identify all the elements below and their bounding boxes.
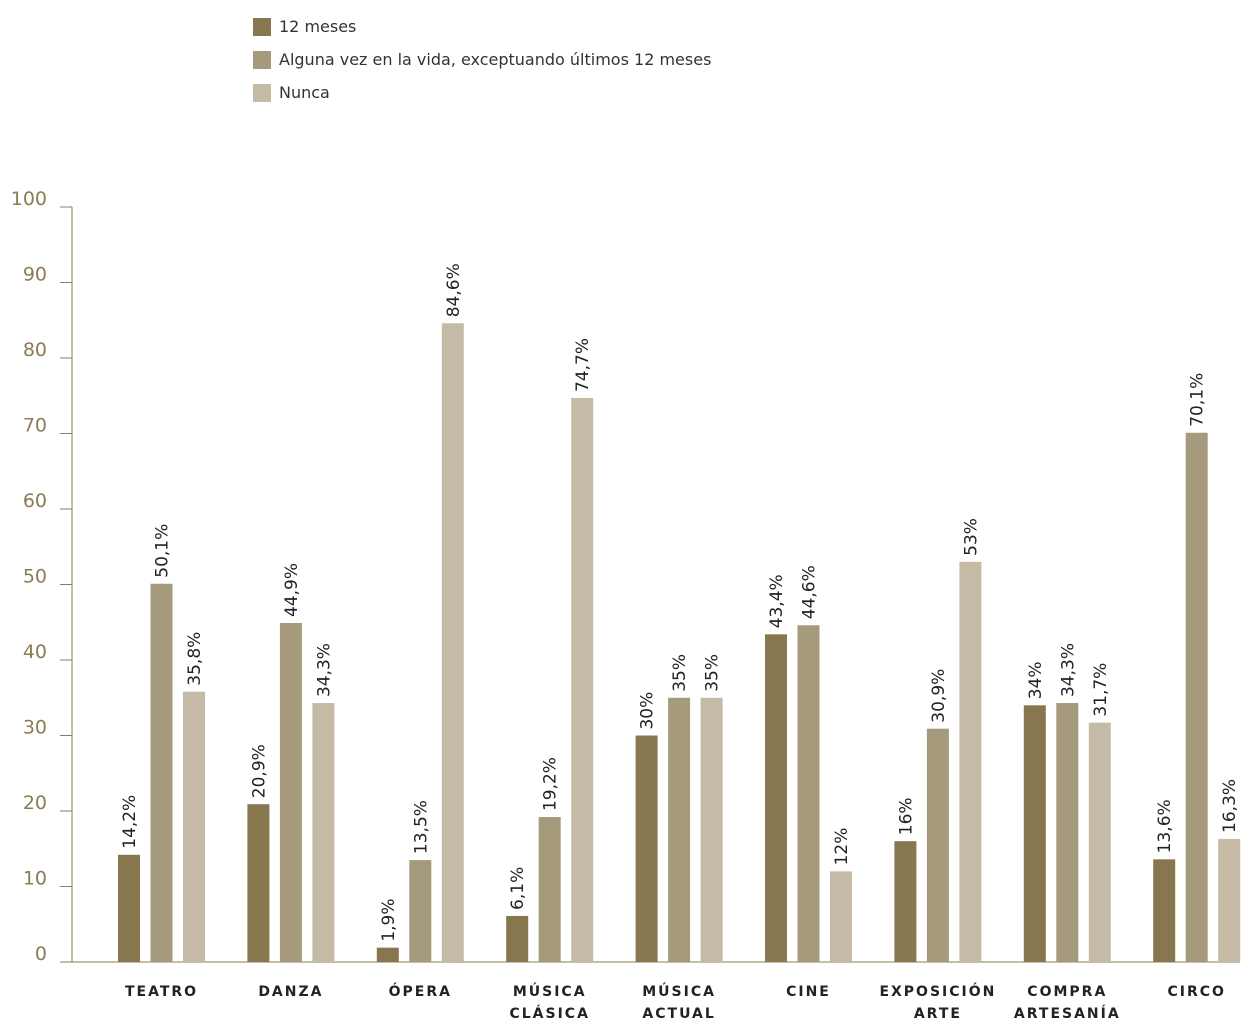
- legend-swatch: [253, 83, 271, 102]
- data-label: 35,8%: [185, 632, 205, 686]
- bar: [118, 854, 140, 962]
- category-label: ÓPERA: [389, 982, 452, 1000]
- data-label: 44,6%: [800, 565, 820, 619]
- data-label: 31,7%: [1091, 663, 1111, 717]
- data-label: 30%: [638, 692, 658, 730]
- category-label: TEATRO: [125, 984, 198, 1000]
- y-tick-label: 100: [11, 188, 47, 210]
- data-label: 50,1%: [153, 524, 173, 578]
- data-label: 43,4%: [767, 574, 787, 628]
- bar: [1088, 722, 1111, 962]
- bar: [409, 860, 432, 962]
- bar: [1185, 432, 1208, 962]
- y-tick-label: 50: [23, 566, 47, 588]
- y-tick-label: 30: [23, 717, 47, 739]
- y-tick-label: 40: [23, 641, 47, 663]
- data-label: 84,6%: [444, 263, 464, 317]
- data-label: 1,9%: [379, 898, 399, 941]
- bar: [312, 703, 335, 962]
- y-tick-label: 60: [23, 490, 47, 512]
- legend-label: Nunca: [279, 83, 330, 102]
- bar: [797, 625, 820, 962]
- category-label: MÚSICA: [642, 982, 716, 1000]
- category-label: CIRCO: [1167, 984, 1225, 1000]
- legend-label: Alguna vez en la vida, exceptuando últim…: [279, 50, 712, 69]
- legend-swatch: [253, 17, 271, 36]
- data-label: 16,3%: [1220, 779, 1240, 833]
- bar: [538, 817, 561, 962]
- category-label: CLÁSICA: [509, 1005, 589, 1020]
- bar: [150, 583, 173, 962]
- category-label: ARTE: [914, 1006, 962, 1020]
- bar: [183, 691, 205, 962]
- category-label: EXPOSICIÓN: [879, 982, 996, 1000]
- bar: [441, 323, 464, 962]
- bar: [830, 871, 852, 962]
- bar: [1056, 703, 1079, 962]
- data-label: 13,6%: [1155, 799, 1175, 853]
- bar: [279, 623, 302, 962]
- legend: 12 meses Alguna vez en la vida, exceptuan…: [253, 10, 711, 109]
- data-label: 12%: [832, 828, 852, 866]
- category-label: COMPRA: [1027, 984, 1107, 1000]
- data-label: 30,9%: [929, 669, 949, 723]
- legend-item: Nunca: [253, 76, 711, 109]
- bar: [700, 697, 723, 962]
- y-tick-label: 70: [23, 415, 47, 437]
- data-label: 34,3%: [1058, 643, 1078, 697]
- bar: [571, 398, 594, 962]
- y-tick-label: 90: [23, 264, 47, 286]
- data-label: 34%: [1026, 662, 1046, 700]
- y-tick-label: 80: [23, 339, 47, 361]
- y-tick-label: 0: [35, 943, 47, 965]
- bar: [1023, 705, 1046, 962]
- data-label: 74,7%: [573, 338, 593, 392]
- legend-item: Alguna vez en la vida, exceptuando últim…: [253, 43, 711, 76]
- data-label: 14,2%: [120, 795, 140, 849]
- data-label: 35%: [703, 654, 723, 692]
- data-label: 70,1%: [1188, 373, 1208, 427]
- bar: [959, 561, 982, 962]
- category-label: MÚSICA: [513, 982, 587, 1000]
- data-label: 34,3%: [314, 643, 334, 697]
- y-tick-label: 10: [23, 868, 47, 890]
- y-tick-label: 20: [23, 792, 47, 814]
- data-label: 44,9%: [282, 563, 302, 617]
- legend-item: 12 meses: [253, 10, 711, 43]
- category-label: CINE: [786, 984, 831, 1000]
- data-label: 53%: [961, 518, 981, 556]
- data-label: 35%: [670, 654, 690, 692]
- category-label: ACTUAL: [642, 1006, 715, 1020]
- bar: [765, 634, 787, 962]
- data-label: 6,1%: [508, 867, 528, 910]
- bar: [926, 728, 949, 962]
- data-label: 13,5%: [411, 800, 431, 854]
- legend-label: 12 meses: [279, 17, 357, 36]
- data-label: 16%: [896, 797, 916, 835]
- bar: [506, 915, 529, 962]
- bar: [1218, 838, 1241, 962]
- data-label: 19,2%: [541, 757, 561, 811]
- legend-swatch: [253, 50, 271, 69]
- category-label: DANZA: [258, 984, 323, 1000]
- bar: [668, 697, 691, 962]
- bar: [635, 735, 658, 962]
- data-label: 20,9%: [249, 744, 269, 798]
- category-label: ARTESANÍA: [1014, 1005, 1121, 1020]
- bar: [1153, 859, 1176, 962]
- bar: [247, 804, 270, 962]
- bar: [894, 841, 917, 962]
- bar: [376, 947, 399, 962]
